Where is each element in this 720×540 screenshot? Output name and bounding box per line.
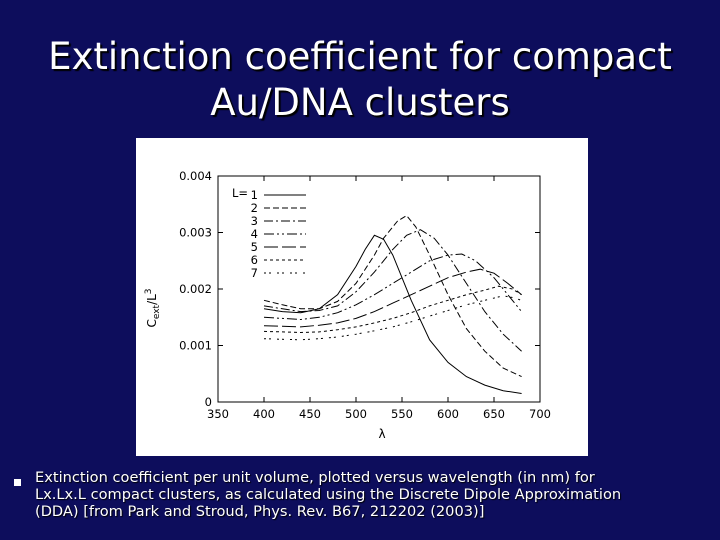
slide-title-line-1: Extinction coefficient for compact xyxy=(48,35,672,78)
y-axis-label: Cext/L3 xyxy=(144,288,162,327)
series-line-L5 xyxy=(263,268,522,328)
y-axis-label-sup: 3 xyxy=(144,288,154,294)
axis-ticks: 350 400 450 500 550 600 650 700 0 0.001 0.002 0.003… xyxy=(179,169,551,421)
extinction-chart: 350 400 450 500 550 600 650 700 0 0.001 0.002 0.003… xyxy=(144,169,551,441)
chart-figure: 350 400 450 500 550 600 650 700 0 0.001 0.002 0.003… xyxy=(136,138,588,456)
caption-line-2: Lx.Lx.L compact clusters, as calculated … xyxy=(35,486,622,503)
y-tick-label: 0.004 xyxy=(179,169,212,183)
series-line-L2 xyxy=(263,214,522,378)
slide-title: Extinction coefficient for compact Au/DN… xyxy=(0,34,720,126)
y-tick-label: 0.002 xyxy=(179,282,212,296)
series-lines xyxy=(263,214,522,394)
x-tick-label: 500 xyxy=(345,407,367,421)
y-axis-label-tail: /L xyxy=(145,294,159,305)
x-tick-label: 350 xyxy=(207,407,229,421)
y-tick-label: 0 xyxy=(205,395,212,409)
series-line-L3 xyxy=(263,229,522,352)
x-tick-label: 450 xyxy=(299,407,321,421)
x-tick-label: 600 xyxy=(437,407,459,421)
series-line-L4 xyxy=(263,253,522,321)
x-tick-label: 550 xyxy=(391,407,413,421)
y-axis-label-text: Cext/L3 xyxy=(144,288,162,327)
legend-label-L1: 1 xyxy=(251,188,258,202)
legend-label-L2: 2 xyxy=(251,201,258,215)
series-line-L7 xyxy=(263,295,522,341)
bullet-marker xyxy=(14,479,21,486)
plot-border xyxy=(217,175,541,403)
plot-frame xyxy=(217,175,541,403)
legend-label-L7: 7 xyxy=(251,266,258,280)
y-axis-label-main: C xyxy=(145,319,159,327)
series-line-L6 xyxy=(263,285,522,334)
caption: Extinction coefficient per unit volume, … xyxy=(35,469,705,520)
legend-label-L6: 6 xyxy=(251,253,258,267)
x-tick-label: 400 xyxy=(253,407,275,421)
y-tick-label: 0.003 xyxy=(179,226,212,240)
y-tick-label: 0.001 xyxy=(179,339,212,353)
x-tick-label: 650 xyxy=(483,407,505,421)
x-axis-label: λ xyxy=(378,427,385,441)
legend-label-L5: 5 xyxy=(251,240,258,254)
legend-label-L4: 4 xyxy=(251,227,258,241)
x-tick-label: 700 xyxy=(529,407,551,421)
legend-title: L= xyxy=(232,186,248,200)
caption-line-3: (DDA) [from Park and Stroud, Phys. Rev. … xyxy=(35,503,485,520)
y-axis-label-sub: ext xyxy=(152,304,162,319)
legend-label-L3: 3 xyxy=(251,214,258,228)
slide-title-line-2: Au/DNA clusters xyxy=(210,81,510,124)
caption-line-1: Extinction coefficient per unit volume, … xyxy=(35,469,595,486)
series-line-L1 xyxy=(263,234,522,394)
